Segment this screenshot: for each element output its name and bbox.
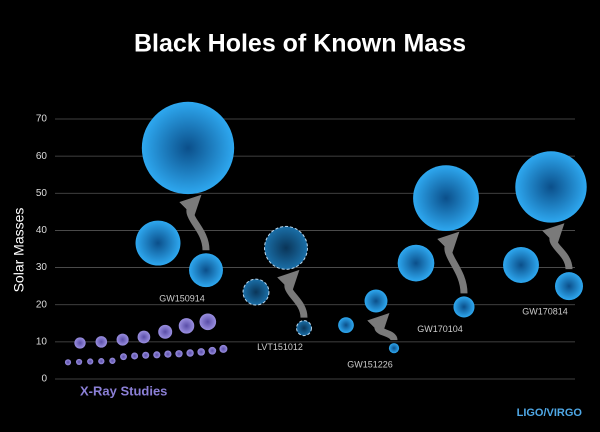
y-tick-label: 0 — [41, 374, 47, 385]
xray-dot — [109, 357, 116, 364]
event-label: GW170814 — [522, 307, 568, 317]
black-hole — [242, 278, 270, 306]
black-hole — [189, 253, 223, 288]
black-hole — [515, 151, 587, 223]
merger-arrow — [437, 231, 468, 294]
merger-arrow — [179, 194, 210, 251]
black-hole — [338, 317, 354, 334]
xray-dot — [158, 324, 173, 339]
credit: LIGO/VIRGO — [517, 407, 583, 419]
y-tick-label: 50 — [36, 188, 48, 199]
xray-dot — [120, 353, 127, 361]
xray-dot — [98, 358, 105, 365]
y-tick-label: 40 — [36, 225, 48, 236]
xray-dot — [137, 330, 151, 344]
xray-dot — [76, 358, 83, 366]
xray-dot — [74, 337, 86, 349]
xray-dot — [131, 352, 139, 360]
xray-dot — [199, 313, 217, 331]
chart-title: Black Holes of Known Mass — [134, 30, 466, 58]
event-label: LVT151012 — [257, 342, 303, 352]
xray-dot — [95, 336, 108, 348]
xray-label: X-Ray Studies — [80, 383, 167, 398]
black-hole — [135, 220, 181, 266]
event-label: GW150914 — [159, 294, 205, 304]
xray-dot — [64, 359, 72, 366]
y-tick-label: 60 — [36, 151, 48, 162]
merger-arrow — [542, 223, 573, 270]
xray-dot — [164, 350, 172, 358]
black-hole — [397, 244, 435, 282]
xray-dot — [186, 349, 194, 357]
merger-arrow — [367, 313, 398, 342]
black-hole — [413, 165, 479, 232]
black-hole — [296, 320, 312, 337]
xray-dot — [197, 348, 205, 356]
xray-dot — [142, 351, 150, 359]
y-tick-label: 30 — [36, 262, 48, 273]
xray-dot — [116, 333, 129, 346]
xray-dot — [208, 346, 217, 355]
black-hole — [555, 272, 583, 301]
merger-arrow — [277, 269, 308, 319]
black-hole — [264, 225, 308, 270]
xray-dot — [175, 350, 183, 358]
xray-dot — [178, 318, 195, 334]
xray-dot — [219, 344, 228, 353]
xray-dot — [87, 358, 94, 365]
event-label: GW151226 — [347, 360, 393, 370]
y-tick-label: 10 — [36, 336, 48, 347]
black-hole — [141, 101, 235, 195]
black-hole — [503, 247, 539, 283]
y-axis-label: Solar Masses — [11, 208, 27, 293]
y-tick-label: 20 — [36, 299, 48, 310]
black-hole — [364, 289, 388, 313]
event-label: GW170104 — [417, 324, 463, 334]
xray-dot — [153, 351, 161, 359]
black-hole — [388, 343, 400, 354]
black-hole — [453, 296, 475, 318]
y-tick-label: 70 — [36, 114, 48, 125]
